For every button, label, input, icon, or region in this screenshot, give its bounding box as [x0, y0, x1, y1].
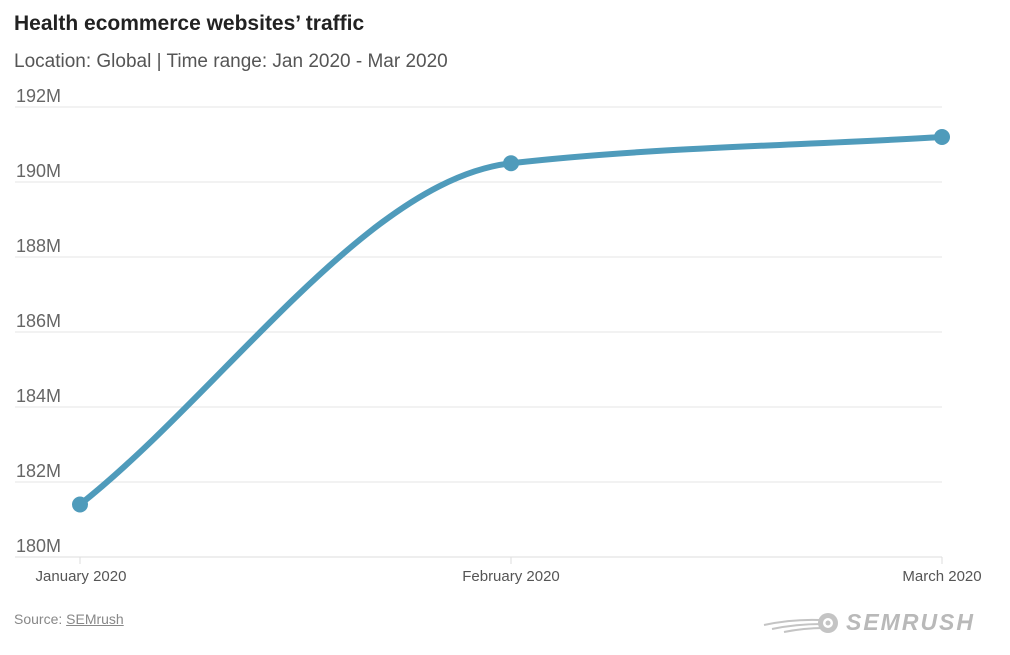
- source-footer: Source: SEMrush: [14, 611, 124, 627]
- y-tick-label: 186M: [16, 311, 61, 331]
- gridlines: [15, 106, 942, 558]
- line-chart: 180M 182M 184M 186M 188M 190M 192M January 202…: [15, 86, 982, 585]
- data-point: [72, 496, 88, 513]
- chart-subtitle: Location: Global | Time range: Jan 2020 …: [14, 51, 448, 72]
- source-link[interactable]: SEMrush: [66, 611, 124, 627]
- y-tick-label: 184M: [16, 386, 61, 406]
- series-line: [77, 134, 945, 508]
- y-tick-label: 190M: [16, 161, 61, 181]
- data-point: [934, 129, 950, 145]
- y-tick-label: 188M: [16, 236, 61, 256]
- data-point: [503, 155, 519, 172]
- x-axis-ticks: January 2020 February 2020 March 2020: [36, 557, 982, 585]
- y-tick-label: 192M: [16, 86, 61, 106]
- logo-text: SEMRUSH: [846, 608, 976, 635]
- y-tick-label: 180M: [16, 536, 61, 556]
- x-tick-label: January 2020: [36, 568, 127, 585]
- chart-title: Health ecommerce websites’ traffic: [14, 12, 365, 35]
- y-tick-label: 182M: [16, 461, 61, 481]
- fireball-icon: [763, 613, 838, 633]
- semrush-logo: SEMRUSH: [762, 608, 992, 636]
- source-prefix: Source:: [14, 611, 67, 627]
- x-tick-label: February 2020: [462, 568, 560, 585]
- y-axis-ticks: 180M 182M 184M 186M 188M 190M 192M: [16, 86, 61, 556]
- x-tick-label: March 2020: [902, 568, 981, 585]
- data-points: [72, 129, 950, 513]
